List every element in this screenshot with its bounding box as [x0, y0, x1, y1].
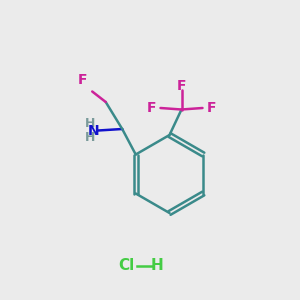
Text: F: F — [207, 101, 217, 115]
Text: H: H — [151, 258, 164, 273]
Text: N: N — [88, 124, 100, 137]
Text: H: H — [85, 117, 95, 130]
Text: F: F — [177, 80, 186, 93]
Text: Cl: Cl — [118, 258, 134, 273]
Text: F: F — [78, 73, 88, 87]
Text: H: H — [85, 130, 95, 144]
Text: F: F — [146, 101, 156, 115]
